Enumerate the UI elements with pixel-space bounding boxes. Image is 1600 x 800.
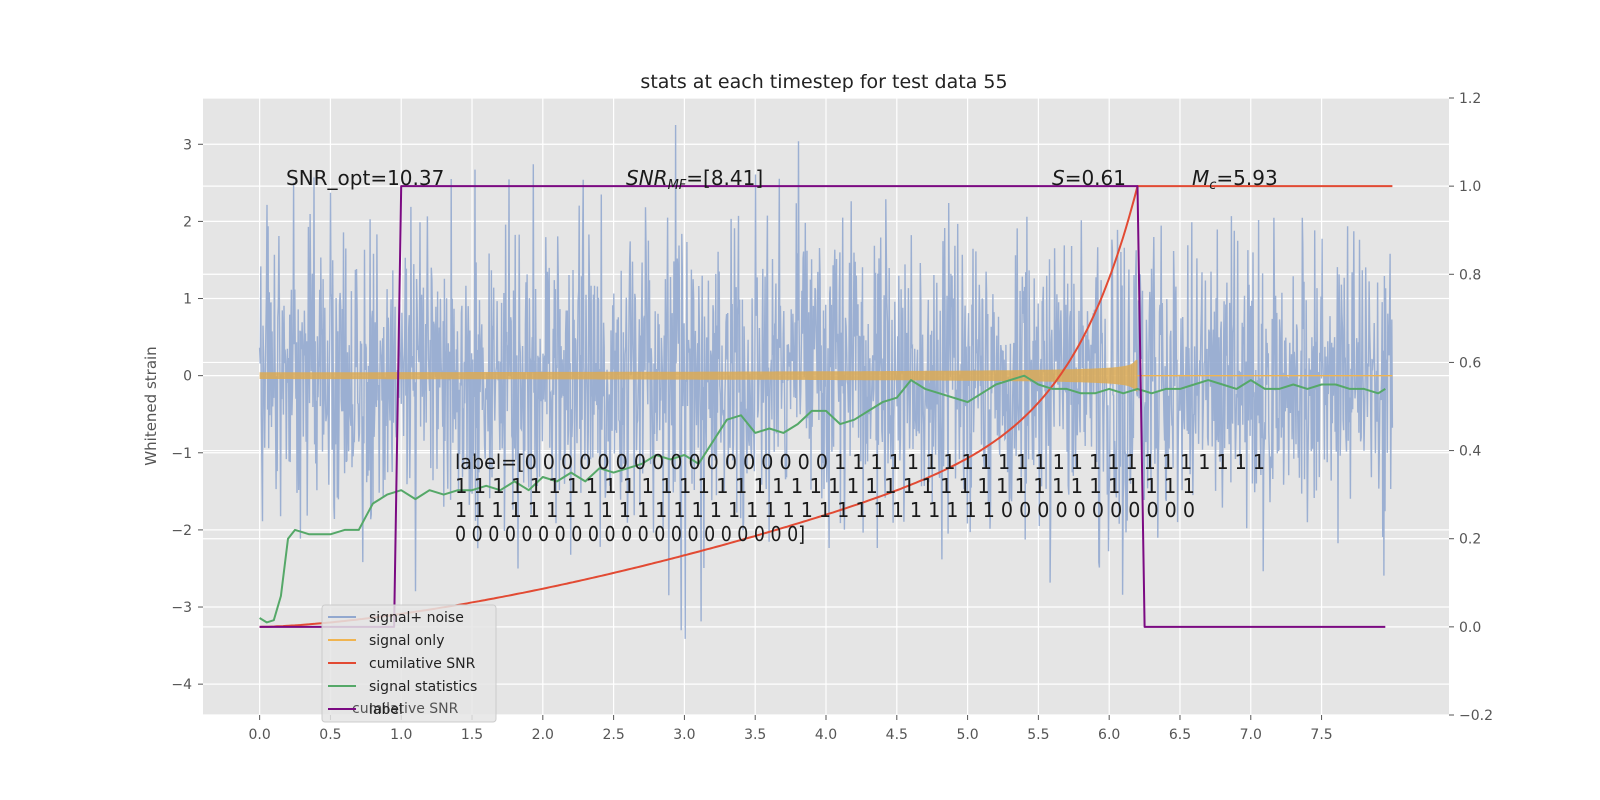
legend-entry: cumilative SNR (369, 656, 476, 672)
chart-title: stats at each timestep for test data 55 (640, 71, 1007, 93)
x-tick-label: 0.5 (319, 727, 341, 743)
legend-overlap-text: cumilative SNR (352, 701, 459, 717)
y2-tick-label: 1.2 (1459, 91, 1481, 107)
x-tick-label: 3.0 (673, 727, 695, 743)
mc-subscript: c (1209, 178, 1216, 193)
y-tick-label: −1 (171, 446, 192, 462)
x-tick-label: 5.0 (956, 727, 978, 743)
s-symbol: S (1052, 166, 1065, 190)
y-tick-label: −2 (171, 523, 192, 539)
y-tick-label: 3 (183, 137, 192, 153)
legend-entry: signal+ noise (369, 610, 464, 626)
y-tick-label: 1 (183, 292, 192, 308)
y-tick-label: 2 (183, 214, 192, 230)
snr-opt-annotation: SNR_opt=10.37 (286, 166, 444, 190)
x-tick-label: 2.0 (532, 727, 554, 743)
legend-entry: signal statistics (369, 679, 477, 695)
legend-box (321, 604, 497, 723)
x-tick-label: 7.0 (1240, 727, 1262, 743)
label-line: 1 1 1 1 1 1 1 1 1 1 1 1 1 1 1 1 1 1 1 1 … (455, 498, 1195, 522)
signal-only-envelope (259, 359, 1138, 392)
x-axis-ticks: 0.0 0.5 1.0 1.5 2.0 2.5 3.0 3.5 4.0 4.5 5.0 5.5 6.0 6… (249, 715, 1333, 743)
x-tick-label: 2.5 (602, 727, 624, 743)
y2-tick-label: 0.2 (1459, 532, 1481, 548)
y2-tick-label: 0.6 (1459, 355, 1481, 371)
mc-value: =5.93 (1216, 166, 1277, 190)
snr-mf-annotation: SNRMF=[8.41] (626, 166, 763, 193)
x-tick-label: 1.0 (390, 727, 412, 743)
s-annotation: S=0.61 (1052, 166, 1126, 190)
label-array-text: label=[0 0 0 0 0 0 0 0 0 0 0 0 0 0 0 0 0… (455, 450, 1265, 546)
label-line: 0 0 0 0 0 0 0 0 0 0 0 0 0 0 0 0 0 0 0 0 … (455, 522, 805, 546)
signal-statistics-line (259, 374, 1386, 624)
y2-axis-ticks: 1.2 1.0 0.8 0.6 0.4 0.2 0.0 −0.2 (1449, 91, 1493, 724)
label-line: label=[0 0 0 0 0 0 0 0 0 0 0 0 0 0 0 0 0… (455, 450, 1265, 474)
y2-tick-label: −0.2 (1459, 708, 1493, 724)
mc-annotation: Mc=5.93 (1192, 166, 1278, 193)
label-line: 1 1 1 1 1 1 1 1 1 1 1 1 1 1 1 1 1 1 1 1 … (455, 474, 1195, 498)
x-tick-label: 7.5 (1310, 727, 1332, 743)
snr-mf-value: =[8.41] (686, 166, 763, 190)
x-tick-label: 1.5 (461, 727, 483, 743)
mc-symbol: M (1192, 166, 1209, 190)
s-value: =0.61 (1065, 166, 1126, 190)
snr-mf-symbol: SNR (626, 166, 668, 190)
x-tick-label: 6.0 (1098, 727, 1120, 743)
y-tick-label: −4 (171, 677, 192, 693)
y-axis-ticks: 3 2 1 0 −1 −2 −3 −4 (171, 137, 203, 693)
legend-entry: label (369, 702, 403, 718)
y-axis-label: Whitened strain (142, 346, 160, 465)
y2-tick-label: 0.8 (1459, 267, 1481, 283)
x-tick-label: 4.0 (815, 727, 837, 743)
x-tick-label: 6.5 (1169, 727, 1191, 743)
snr-mf-subscript: MF (668, 178, 687, 193)
y2-tick-label: 1.0 (1459, 179, 1481, 195)
signal-noise-line (258, 124, 1394, 639)
y2-tick-label: 0.0 (1459, 620, 1481, 636)
x-tick-label: 5.5 (1027, 727, 1049, 743)
y2-tick-label: 0.4 (1459, 444, 1481, 460)
x-tick-label: 4.5 (886, 727, 908, 743)
x-tick-label: 0.0 (249, 727, 271, 743)
legend-entry: signal only (369, 633, 444, 649)
y-tick-label: −3 (171, 600, 192, 616)
x-tick-label: 3.5 (744, 727, 766, 743)
signal-noise-series (258, 124, 1394, 639)
y-tick-label: 0 (183, 369, 192, 385)
signal-only-series (259, 359, 1393, 392)
legend: cumilative SNR signal+ noise signal only… (321, 604, 497, 723)
